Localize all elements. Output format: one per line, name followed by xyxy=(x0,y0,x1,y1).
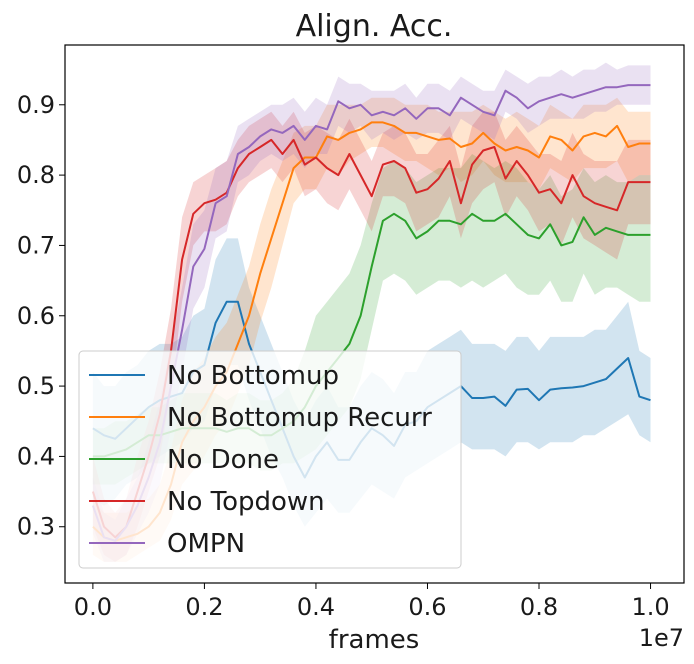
legend: No Bottomup No Bottomup Recurr No Done No T… xyxy=(78,350,462,569)
y-tick-label: 0.4 xyxy=(17,442,55,470)
y-tick-label: 0.5 xyxy=(17,372,55,400)
y-tick-label: 0.3 xyxy=(17,513,55,541)
plot-frame xyxy=(64,44,685,584)
x-axis-title: frames xyxy=(329,625,420,655)
x-tick-label: 0.2 xyxy=(185,593,223,621)
legend-label-no-bottomup-recurr: No Bottomup Recurr xyxy=(167,403,432,433)
y-tick-label: 0.6 xyxy=(17,302,55,330)
legend-label-no-topdown: No Topdown xyxy=(167,487,325,517)
x-tick-label: 0.0 xyxy=(74,593,112,621)
y-tick-label: 0.9 xyxy=(17,91,55,119)
x-tick-label: 1.0 xyxy=(631,593,669,621)
x-axis-offset-label: 1e7 xyxy=(639,624,684,652)
x-axis: 0.0 0.2 0.4 0.6 0.8 1.0 xyxy=(74,583,670,621)
y-tick-label: 0.8 xyxy=(17,161,55,189)
x-tick-label: 0.6 xyxy=(408,593,446,621)
legend-label-no-bottomup: No Bottomup xyxy=(167,361,339,391)
band-ompn xyxy=(92,62,651,562)
legend-box xyxy=(78,350,462,569)
x-tick-label: 0.4 xyxy=(297,593,335,621)
line-ompn xyxy=(91,84,651,542)
band-no-topdown xyxy=(92,111,651,562)
legend-label-ompn: OMPN xyxy=(167,529,245,559)
legend-label-no-done: No Done xyxy=(167,445,279,475)
line-no-topdown xyxy=(91,138,651,539)
chart-title: Align. Acc. xyxy=(296,9,453,44)
x-tick-label: 0.8 xyxy=(520,593,558,621)
y-axis: 0.3 0.4 0.5 0.6 0.7 0.8 0.9 xyxy=(17,91,65,541)
y-tick-label: 0.7 xyxy=(17,231,55,259)
